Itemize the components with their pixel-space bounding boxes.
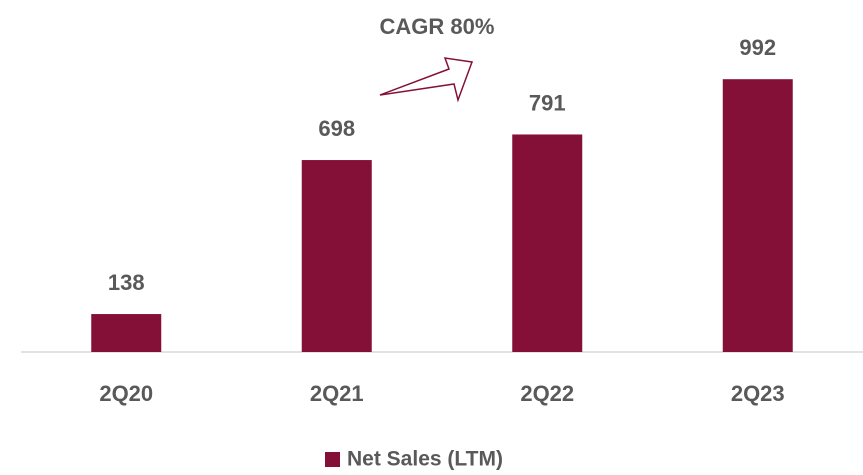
bar [301, 160, 372, 352]
legend-swatch [325, 452, 340, 467]
annotation: CAGR 80% [380, 14, 495, 39]
value-label: 138 [108, 270, 145, 295]
bar [512, 134, 583, 352]
value-label: 992 [739, 35, 776, 60]
cagr-arrow [379, 57, 474, 103]
bar [722, 79, 793, 352]
x-tick-label: 2Q21 [310, 381, 364, 406]
bar [91, 314, 162, 352]
x-tick-label: 2Q23 [731, 381, 785, 406]
x-tick-label: 2Q20 [99, 381, 153, 406]
value-label: 698 [318, 116, 355, 141]
x-tick-label: 2Q22 [520, 381, 574, 406]
value-label: 791 [529, 90, 566, 115]
legend-label: Net Sales (LTM) [347, 448, 503, 471]
